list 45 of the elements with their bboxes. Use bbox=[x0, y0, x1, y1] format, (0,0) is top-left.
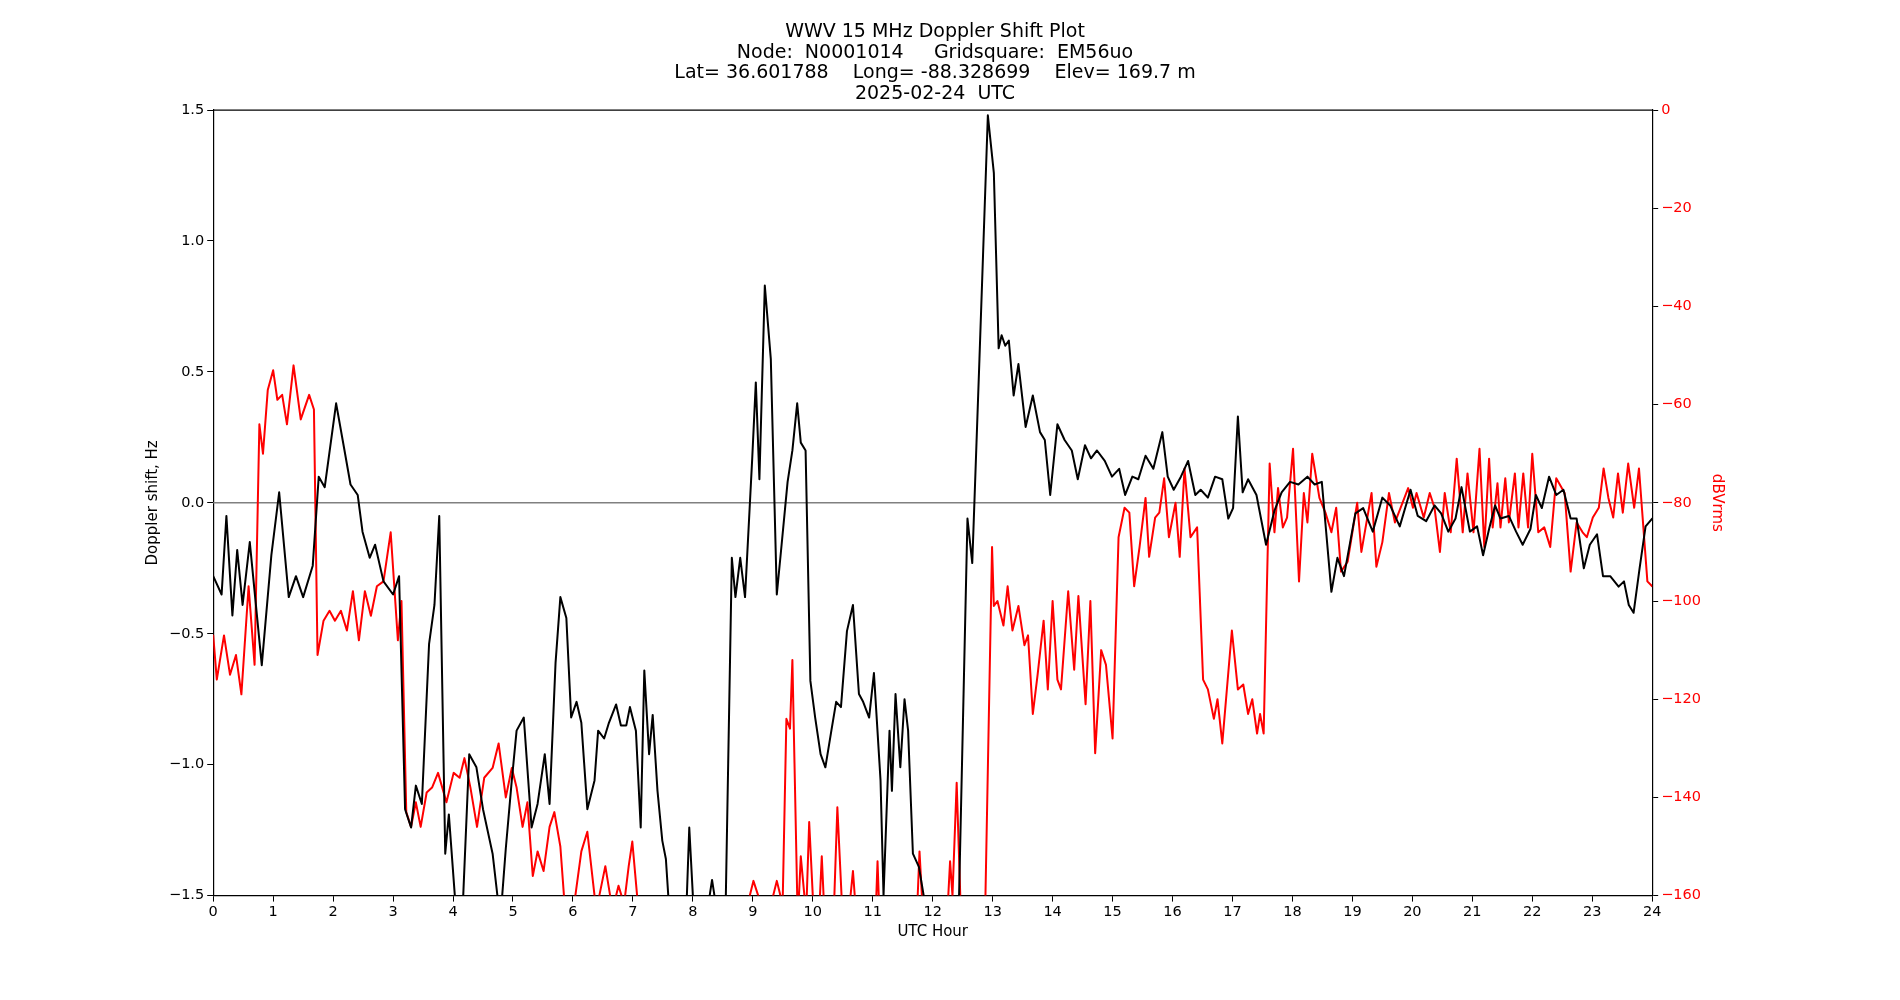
x-tick-label: 18 bbox=[1283, 903, 1302, 920]
y-tick-label: −1.0 bbox=[168, 755, 205, 772]
y2-tick-label: −140 bbox=[1661, 788, 1701, 805]
x-tick-label: 9 bbox=[748, 903, 758, 920]
y-axis-title: Doppler shift, Hz bbox=[142, 440, 161, 566]
x-tick-label: 22 bbox=[1523, 903, 1542, 920]
y-tick-label: 0.5 bbox=[181, 362, 205, 379]
y-tick-label: 0.0 bbox=[181, 493, 205, 510]
y2-tick-label: −100 bbox=[1661, 591, 1701, 608]
x-tick-label: 13 bbox=[983, 903, 1002, 920]
x-tick-label: 1 bbox=[268, 903, 278, 920]
x-tick-label: 6 bbox=[568, 903, 578, 920]
y2-axis-title: dBVrms bbox=[1709, 473, 1728, 532]
x-tick-label: 17 bbox=[1223, 903, 1242, 920]
y-tick-label: 1.0 bbox=[181, 231, 205, 248]
x-tick-label: 11 bbox=[863, 903, 882, 920]
x-tick-label: 12 bbox=[923, 903, 942, 920]
x-tick-label: 15 bbox=[1103, 903, 1122, 920]
y-tick-label: −1.5 bbox=[168, 886, 205, 903]
x-tick-label: 24 bbox=[1642, 903, 1662, 920]
y2-tick-label: −40 bbox=[1661, 297, 1692, 314]
x-tick-label: 2 bbox=[328, 903, 338, 920]
y-tick-label: −0.5 bbox=[168, 624, 205, 641]
y2-tick-label: −20 bbox=[1661, 199, 1692, 216]
x-tick-label: 5 bbox=[508, 903, 518, 920]
x-tick-label: 4 bbox=[448, 903, 458, 920]
x-tick-label: 0 bbox=[208, 903, 218, 920]
chart-title: WWV 15 MHz Doppler Shift Plot Node: N0001014 Gridsquare: EM56uo Lat= 36.601788 Long= -88.328699 Elev= 169.7 m 2025-02-24 UTC bbox=[674, 19, 1196, 103]
x-tick-label: 23 bbox=[1582, 903, 1602, 920]
x-tick-label: 3 bbox=[388, 903, 398, 920]
y2-tick-label: 0 bbox=[1661, 100, 1671, 117]
x-tick-label: 7 bbox=[628, 903, 638, 920]
x-tick-label: 21 bbox=[1463, 903, 1482, 920]
x-tick-label: 8 bbox=[688, 903, 698, 920]
x-tick-label: 19 bbox=[1343, 903, 1362, 920]
y2-tick-label: −120 bbox=[1661, 689, 1701, 706]
x-tick-label: 16 bbox=[1163, 903, 1182, 920]
y2-tick-label: −160 bbox=[1661, 886, 1701, 903]
x-tick-label: 14 bbox=[1043, 903, 1062, 920]
y2-tick-label: −60 bbox=[1661, 395, 1692, 412]
y2-tick-label: −80 bbox=[1661, 493, 1692, 510]
x-tick-label: 20 bbox=[1403, 903, 1422, 920]
y-tick-label: 1.5 bbox=[181, 100, 205, 117]
x-axis-title: UTC Hour bbox=[897, 921, 969, 940]
x-tick-label: 10 bbox=[803, 903, 822, 920]
